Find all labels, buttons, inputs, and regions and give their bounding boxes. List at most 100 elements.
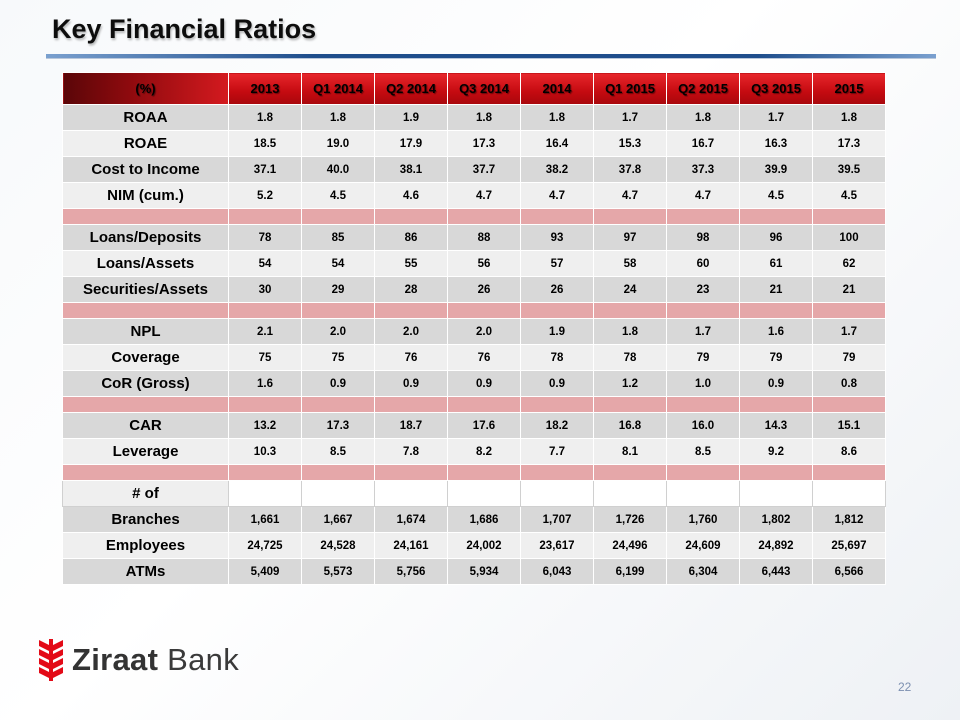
table-cell: 18.7 <box>374 412 448 439</box>
table-cell: 23 <box>666 276 740 303</box>
table-cell: 10.3 <box>228 438 302 465</box>
separator-cell <box>812 464 886 481</box>
row-label: # of <box>62 480 229 507</box>
table-cell: 1.0 <box>666 370 740 397</box>
table-cell: 24,002 <box>447 532 521 559</box>
table-cell: 0.9 <box>301 370 375 397</box>
table-row: ROAA 1.8 1.8 1.9 1.8 1.8 1.7 1.8 1.7 1.8 <box>62 104 886 131</box>
table-cell: 26 <box>447 276 521 303</box>
separator-cell <box>812 208 886 225</box>
separator-cell <box>374 464 448 481</box>
table-cell: 24 <box>593 276 667 303</box>
table-cell: 5,409 <box>228 558 302 585</box>
table-cell: 0.8 <box>812 370 886 397</box>
table-cell: 1.6 <box>739 318 813 345</box>
row-label: Coverage <box>62 344 229 371</box>
table-row: ATMs 5,409 5,573 5,756 5,934 6,043 6,199 6,304 6… <box>62 558 886 585</box>
column-header-2015: 2015 <box>812 72 886 105</box>
table-cell: 37.3 <box>666 156 740 183</box>
table-cell: 0.9 <box>520 370 594 397</box>
separator-cell <box>739 208 813 225</box>
table-cell: 1,726 <box>593 506 667 533</box>
title-underline <box>46 54 936 58</box>
row-label: Employees <box>62 532 229 559</box>
table-cell: 7.8 <box>374 438 448 465</box>
row-label: CAR <box>62 412 229 439</box>
table-cell: 24,161 <box>374 532 448 559</box>
table-cell: 1.7 <box>593 104 667 131</box>
table-cell: 76 <box>374 344 448 371</box>
separator-cell <box>62 302 229 319</box>
table-cell: 58 <box>593 250 667 277</box>
table-cell: 1.9 <box>374 104 448 131</box>
table-cell: 0.9 <box>739 370 813 397</box>
row-label: Loans/Deposits <box>62 224 229 251</box>
separator-cell <box>447 208 521 225</box>
table-cell: 16.4 <box>520 130 594 157</box>
table-cell: 4.7 <box>447 182 521 209</box>
row-label: ROAE <box>62 130 229 157</box>
table-cell <box>812 480 886 507</box>
table-cell: 75 <box>301 344 375 371</box>
separator-cell <box>62 396 229 413</box>
table-row: NPL 2.1 2.0 2.0 2.0 1.9 1.8 1.7 1.6 1.7 <box>62 318 886 345</box>
row-label: Loans/Assets <box>62 250 229 277</box>
table-row: Leverage 10.3 8.5 7.8 8.2 7.7 8.1 8.5 9.2 8.6 <box>62 438 886 465</box>
table-row: CAR 13.2 17.3 18.7 17.6 18.2 16.8 16.0 14.3 15.1 <box>62 412 886 439</box>
separator-cell <box>520 464 594 481</box>
table-cell: 25,697 <box>812 532 886 559</box>
table-cell: 57 <box>520 250 594 277</box>
table-cell: 4.5 <box>812 182 886 209</box>
table-header-row: (%) 2013 Q1 2014 Q2 2014 Q3 2014 2014 Q1… <box>62 72 886 105</box>
table-cell <box>593 480 667 507</box>
column-header-2014: 2014 <box>520 72 594 105</box>
table-cell: 16.7 <box>666 130 740 157</box>
table-cell: 15.3 <box>593 130 667 157</box>
table-cell: 86 <box>374 224 448 251</box>
table-cell: 21 <box>739 276 813 303</box>
table-row: Securities/Assets 30 29 28 26 26 24 23 21 21 <box>62 276 886 303</box>
table-row: NIM (cum.) 5.2 4.5 4.6 4.7 4.7 4.7 4.7 4.5 4.5 <box>62 182 886 209</box>
table-cell: 0.9 <box>447 370 521 397</box>
table-cell <box>301 480 375 507</box>
separator-cell <box>739 464 813 481</box>
table-cell: 1.8 <box>228 104 302 131</box>
table-cell: 5,934 <box>447 558 521 585</box>
column-header-q2-2015: Q2 2015 <box>666 72 740 105</box>
table-cell: 23,617 <box>520 532 594 559</box>
separator-cell <box>739 396 813 413</box>
separator-cell <box>228 208 302 225</box>
ziraat-bank-logo: Ziraat Bank <box>36 636 239 684</box>
logo-wordmark: Ziraat Bank <box>72 642 239 677</box>
ziraat-wheat-icon <box>39 639 63 681</box>
table-cell: 1.7 <box>666 318 740 345</box>
table-cell: 2.0 <box>301 318 375 345</box>
table-cell: 6,443 <box>739 558 813 585</box>
table-cell: 1.8 <box>520 104 594 131</box>
column-header-q1-2015: Q1 2015 <box>593 72 667 105</box>
separator-cell <box>666 396 740 413</box>
separator-cell <box>593 208 667 225</box>
table-cell: 2.1 <box>228 318 302 345</box>
table-cell: 79 <box>812 344 886 371</box>
table-cell: 1.9 <box>520 318 594 345</box>
separator-cell <box>520 396 594 413</box>
row-label: Securities/Assets <box>62 276 229 303</box>
table-cell: 8.5 <box>666 438 740 465</box>
separator-cell <box>447 396 521 413</box>
table-cell: 40.0 <box>301 156 375 183</box>
table-cell <box>228 480 302 507</box>
table-cell: 21 <box>812 276 886 303</box>
table-cell: 29 <box>301 276 375 303</box>
separator-cell <box>812 302 886 319</box>
table-cell: 16.8 <box>593 412 667 439</box>
row-label: Branches <box>62 506 229 533</box>
table-row: Coverage 75 75 76 76 78 78 79 79 79 <box>62 344 886 371</box>
table-cell: 5,573 <box>301 558 375 585</box>
table-cell <box>447 480 521 507</box>
page-number: 22 <box>898 680 912 694</box>
table-cell: 4.7 <box>593 182 667 209</box>
column-header-2013: 2013 <box>228 72 302 105</box>
table-row: Loans/Deposits 78 85 86 88 93 97 98 96 100 <box>62 224 886 251</box>
row-label: Cost to Income <box>62 156 229 183</box>
